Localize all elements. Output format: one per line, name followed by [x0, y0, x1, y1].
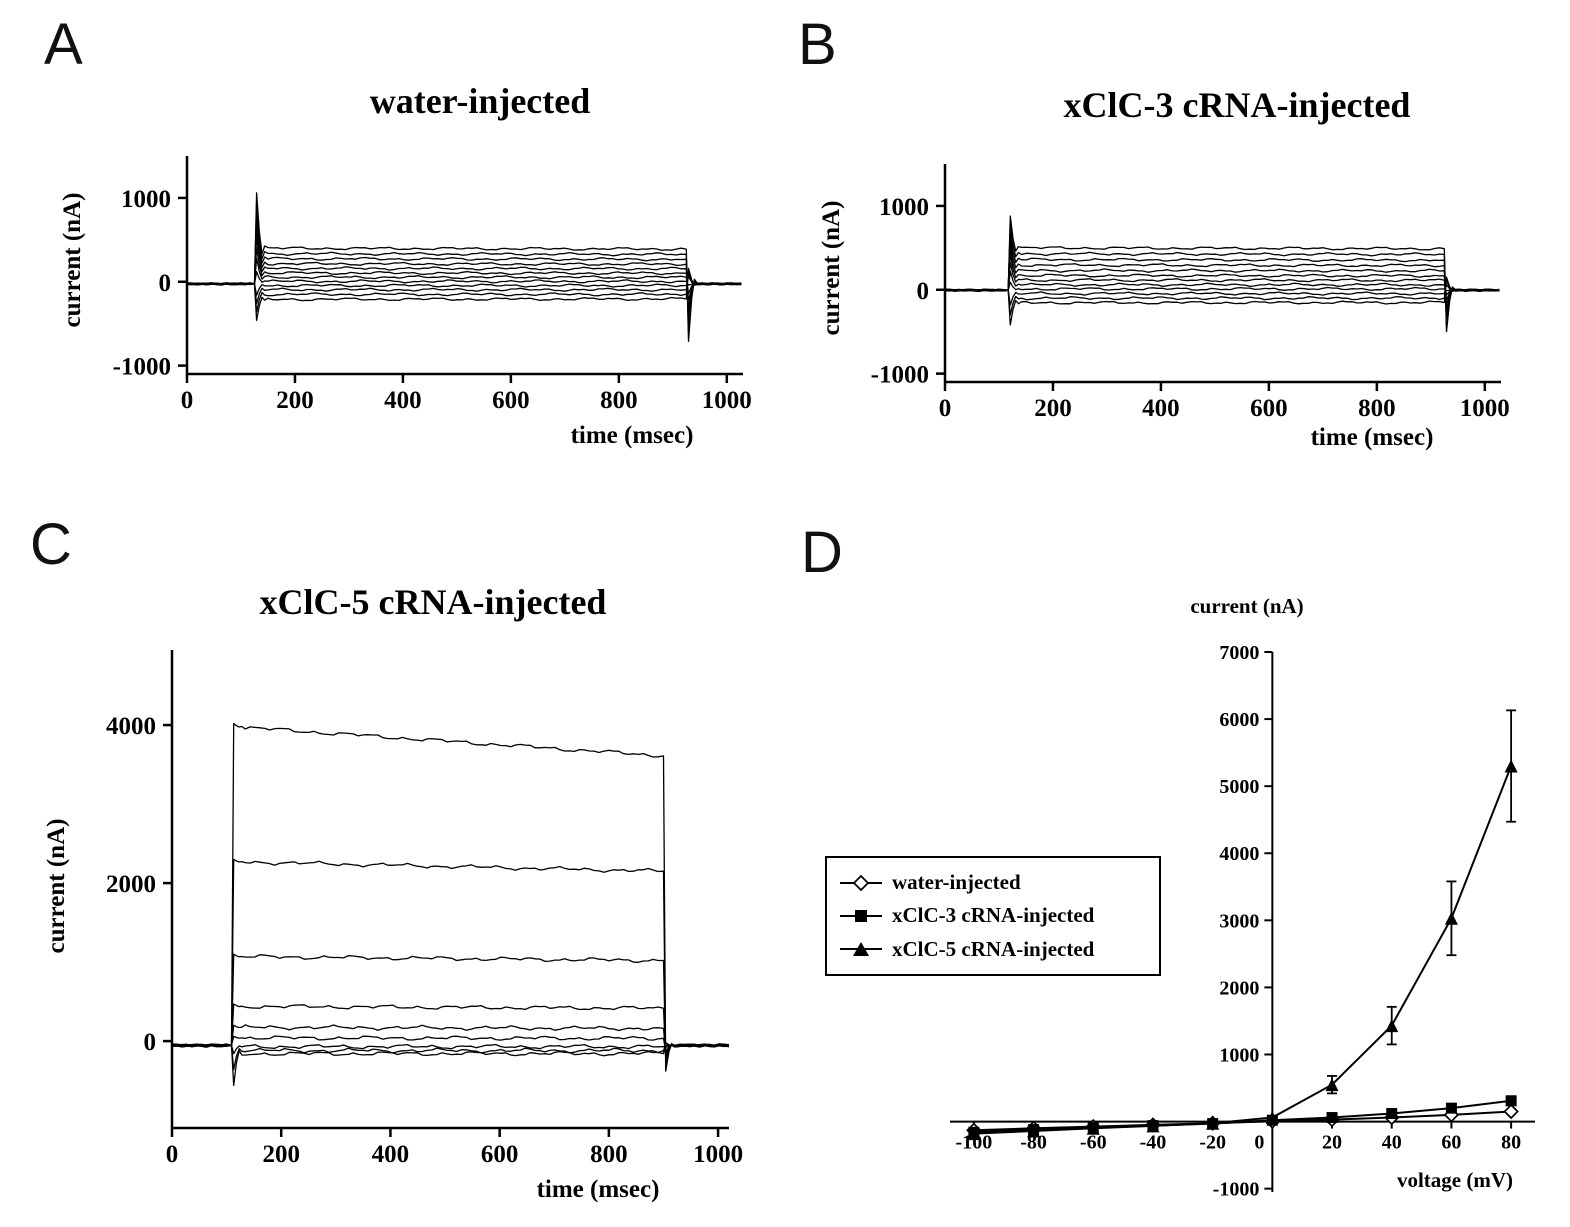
panel-b-ylabel: current (nA)	[818, 200, 845, 336]
svg-text:0: 0	[181, 387, 194, 414]
legend-item-water-injected: water-injected	[839, 872, 1147, 893]
legend-item-xclc5: xClC-5 cRNA-injected	[839, 936, 1147, 961]
panel-c-ylabel: current (nA)	[43, 818, 70, 954]
panel-b-letter: B	[798, 12, 837, 77]
panel-d-xlabel: voltage (mV)	[1396, 1168, 1514, 1192]
svg-text:1000: 1000	[702, 387, 752, 414]
legend-label: xClC-3 cRNA-injected	[892, 903, 1095, 928]
panel-c-xlabel: time (msec)	[536, 1176, 660, 1203]
svg-text:0: 0	[939, 395, 952, 422]
panel-c-title: xClC-5 cRNA-injected	[259, 582, 607, 622]
svg-text:80: 80	[1501, 1132, 1521, 1154]
svg-text:0: 0	[166, 1141, 179, 1168]
svg-text:-1000: -1000	[871, 362, 929, 389]
svg-text:800: 800	[600, 387, 638, 414]
svg-text:1000: 1000	[1219, 1044, 1259, 1066]
svg-text:60: 60	[1441, 1132, 1461, 1154]
diamond-open-marker-icon	[840, 874, 882, 891]
panel-c-letter: C	[30, 512, 72, 577]
svg-text:-40: -40	[1140, 1132, 1167, 1154]
svg-text:800: 800	[590, 1141, 628, 1168]
svg-text:-1000: -1000	[1213, 1179, 1260, 1201]
svg-text:2000: 2000	[106, 871, 156, 898]
panel-a-title: water-injected	[369, 81, 591, 121]
legend-label: water-injected	[892, 870, 1021, 895]
legend-item-xclc3: xClC-3 cRNA-injected	[839, 905, 1147, 926]
legend-box: water-injected xClC-3 cRNA-injected xClC…	[825, 856, 1161, 976]
panel-d-title: current (nA)	[1190, 594, 1304, 618]
square-filled-marker-icon	[840, 909, 882, 922]
svg-text:400: 400	[384, 387, 422, 414]
svg-text:20: 20	[1322, 1132, 1342, 1154]
svg-text:7000: 7000	[1219, 642, 1259, 664]
svg-text:1000: 1000	[693, 1141, 743, 1168]
svg-text:4000: 4000	[106, 713, 156, 740]
svg-text:-1000: -1000	[113, 354, 171, 381]
panel-d-letter: D	[801, 520, 843, 585]
svg-text:2000: 2000	[1219, 977, 1259, 999]
svg-text:1000: 1000	[1460, 395, 1510, 422]
svg-text:0: 0	[1254, 1132, 1264, 1154]
svg-text:40: 40	[1382, 1132, 1402, 1154]
svg-text:200: 200	[262, 1141, 300, 1168]
svg-text:800: 800	[1358, 395, 1396, 422]
svg-text:6000: 6000	[1219, 709, 1259, 731]
svg-text:5000: 5000	[1219, 776, 1259, 798]
panel-a-letter: A	[44, 12, 83, 77]
svg-text:400: 400	[1142, 395, 1180, 422]
svg-text:0: 0	[159, 270, 172, 297]
svg-text:4000: 4000	[1219, 843, 1259, 865]
svg-text:-100: -100	[956, 1132, 993, 1154]
svg-text:600: 600	[481, 1141, 519, 1168]
svg-text:-20: -20	[1199, 1132, 1226, 1154]
svg-text:400: 400	[372, 1141, 410, 1168]
svg-text:200: 200	[1034, 395, 1072, 422]
svg-text:0: 0	[144, 1029, 157, 1056]
svg-text:1000: 1000	[121, 186, 171, 213]
svg-text:600: 600	[1250, 395, 1288, 422]
panel-b-title: xClC-3 cRNA-injected	[1063, 85, 1411, 125]
panel-a-xlabel: time (msec)	[570, 422, 694, 449]
svg-text:200: 200	[276, 387, 314, 414]
legend-label: xClC-5 cRNA-injected	[892, 936, 1095, 961]
panel-a-ylabel: current (nA)	[59, 192, 86, 328]
svg-text:600: 600	[492, 387, 530, 414]
svg-text:1000: 1000	[879, 194, 929, 221]
svg-text:3000: 3000	[1219, 910, 1259, 932]
triangle-filled-marker-icon	[840, 942, 882, 957]
svg-text:-80: -80	[1020, 1132, 1047, 1154]
svg-text:0: 0	[917, 278, 930, 305]
svg-text:-60: -60	[1080, 1132, 1107, 1154]
panel-b-xlabel: time (msec)	[1310, 424, 1434, 451]
